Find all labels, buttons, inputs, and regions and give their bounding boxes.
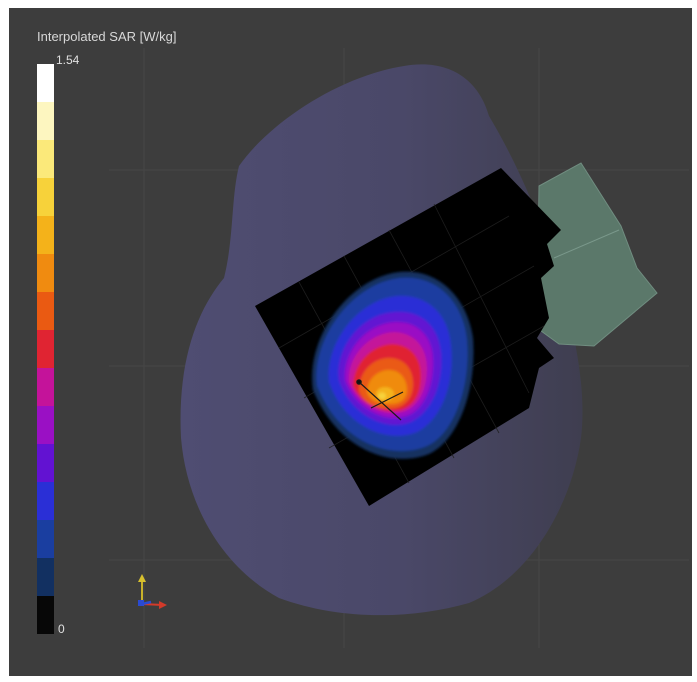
axis-triad-icon — [138, 574, 167, 609]
colorbar-segment — [37, 330, 54, 368]
colorbar-segment — [37, 254, 54, 292]
colorbar-segment — [37, 482, 54, 520]
legend-max-label: 1.54 — [56, 53, 80, 67]
scene-render — [109, 48, 689, 648]
measurement-marker — [356, 379, 404, 421]
device-block — [536, 162, 658, 347]
sar-hotspot — [312, 271, 474, 459]
colorbar — [37, 64, 54, 634]
sar-level-11 — [378, 392, 386, 400]
colorbar-segment — [37, 406, 54, 444]
colorbar-segment — [37, 520, 54, 558]
legend-min-label: 0 — [58, 622, 65, 636]
colorbar-segment — [37, 558, 54, 596]
colorbar-segment — [37, 64, 54, 102]
colorbar-segment — [37, 444, 54, 482]
colorbar-segment — [37, 368, 54, 406]
3d-viewport[interactable]: Interpolated SAR [W/kg] 1.54 0 — [9, 8, 692, 676]
colorbar-segment — [37, 102, 54, 140]
colorbar-segment — [37, 292, 54, 330]
legend-title: Interpolated SAR [W/kg] — [37, 29, 177, 44]
colorbar-segment — [37, 178, 54, 216]
colorbar-segment — [37, 216, 54, 254]
colorbar-segment — [37, 140, 54, 178]
colorbar-segment — [37, 596, 54, 634]
